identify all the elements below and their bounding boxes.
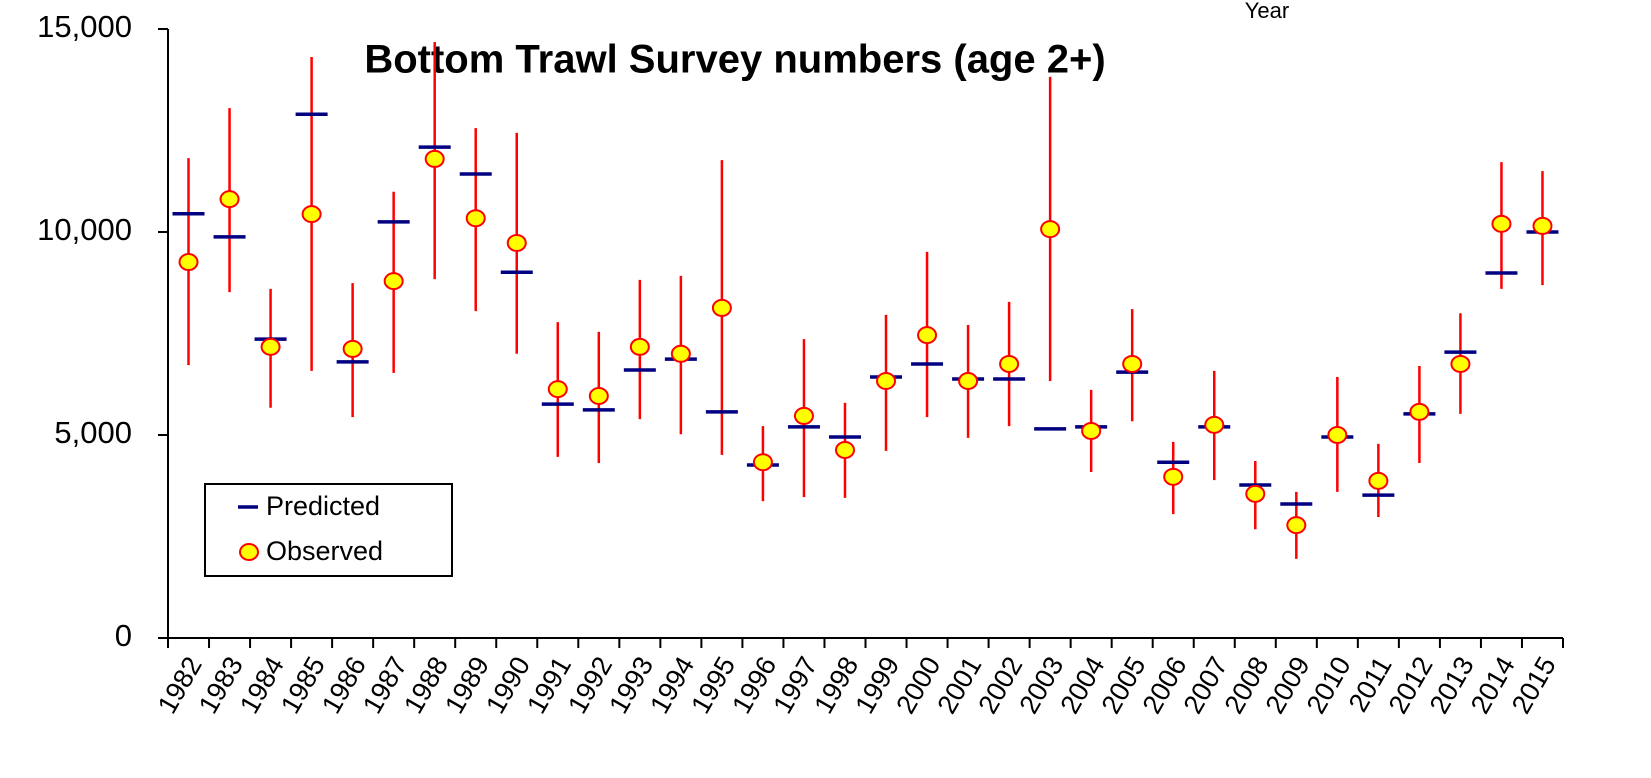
observed-point — [1081, 421, 1102, 440]
x-tick-label: 2010 — [1301, 652, 1357, 719]
observed-point — [219, 190, 240, 209]
observed-point — [793, 406, 814, 425]
y-tick-label: 10,000 — [37, 212, 132, 247]
observed-point — [1450, 354, 1471, 373]
legend-marker — [239, 543, 259, 561]
observed-point — [752, 453, 773, 472]
observed-point — [958, 372, 979, 391]
x-tick-label: 2012 — [1383, 652, 1439, 719]
observed-point — [383, 272, 404, 291]
observed-point — [506, 233, 527, 252]
observed-point — [424, 149, 445, 168]
observed-point — [342, 339, 363, 358]
legend-label: Predicted — [266, 491, 380, 521]
x-tick-label: 2013 — [1424, 652, 1480, 719]
y-tick-label: 15,000 — [37, 9, 132, 44]
observed-point — [301, 205, 322, 224]
observed-point — [917, 326, 938, 345]
x-tick-label: 1997 — [767, 652, 823, 719]
observed-point — [1286, 516, 1307, 535]
x-axis-label: Year — [1245, 0, 1289, 23]
observed-point — [1040, 220, 1061, 239]
observed-point — [588, 387, 609, 406]
x-tick-label: 1989 — [439, 652, 495, 719]
legend-label: Observed — [266, 536, 383, 566]
x-tick-label: 1996 — [726, 652, 782, 719]
observed-point — [1163, 467, 1184, 486]
observed-point — [999, 354, 1020, 373]
x-tick-label: 2006 — [1137, 652, 1193, 719]
x-tick-label: 1995 — [685, 652, 741, 719]
observed-point — [1245, 484, 1266, 503]
observed-point — [629, 337, 650, 356]
legend-box — [204, 483, 453, 577]
y-tick-label: 0 — [115, 618, 132, 653]
observed-point — [1327, 426, 1348, 444]
x-tick-label: 1987 — [357, 652, 413, 719]
observed-point — [834, 441, 855, 460]
x-tick-label: 2015 — [1506, 652, 1562, 719]
x-tick-label: 2014 — [1465, 652, 1521, 719]
observed-point — [260, 337, 281, 356]
observed-point — [1368, 471, 1389, 490]
x-tick-label: 2005 — [1096, 652, 1152, 719]
observed-point — [876, 372, 897, 391]
x-tick-label: 2004 — [1055, 652, 1111, 719]
observed-point — [547, 380, 568, 399]
observed-point — [670, 344, 691, 363]
observed-point — [465, 209, 486, 228]
x-tick-label: 1988 — [398, 652, 454, 719]
observed-point — [1491, 214, 1512, 233]
observed-point — [1204, 415, 1225, 434]
y-tick-label: 5,000 — [54, 415, 132, 450]
observed-point — [1122, 354, 1143, 373]
observed-point — [178, 253, 199, 272]
chart-title: Bottom Trawl Survey numbers (age 2+) — [364, 38, 1105, 82]
observed-point — [1409, 402, 1430, 421]
observed-point — [1532, 216, 1553, 235]
observed-point — [711, 298, 732, 317]
